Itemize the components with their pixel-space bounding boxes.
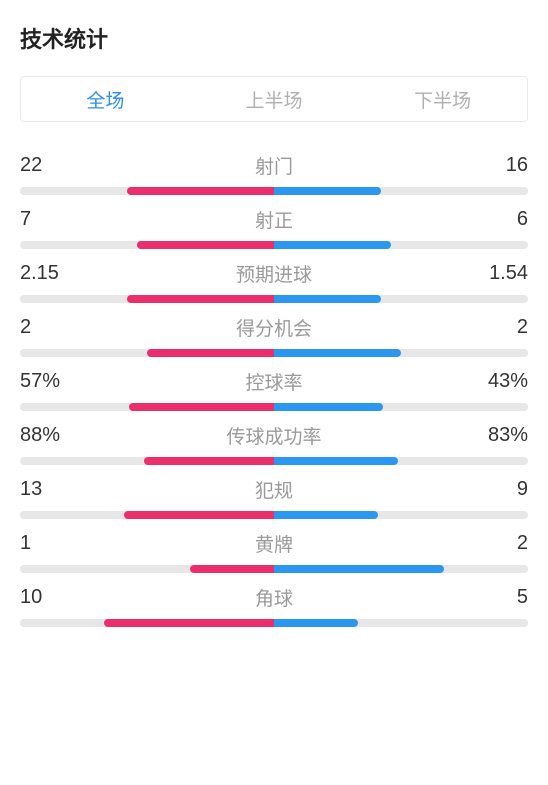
- stat-bar-track: [20, 241, 528, 249]
- stat-bar-track: [20, 187, 528, 195]
- stat-row: 2得分机会2: [20, 314, 528, 357]
- stat-left-value: 88%: [20, 424, 80, 447]
- tab-1[interactable]: 上半场: [190, 77, 359, 121]
- stat-label: 得分机会: [80, 314, 468, 341]
- stat-right-value: 6: [468, 208, 528, 231]
- stat-row: 1黄牌2: [20, 530, 528, 573]
- stat-bar-left: [144, 457, 274, 465]
- section-title: 技术统计: [20, 22, 528, 54]
- stat-label: 射正: [80, 206, 468, 233]
- stat-row: 22射门16: [20, 152, 528, 195]
- stat-bar-right: [274, 565, 444, 573]
- stat-bar-left: [104, 619, 274, 627]
- stat-bar-right: [274, 349, 401, 357]
- stat-bar-track: [20, 349, 528, 357]
- stat-row: 88%传球成功率83%: [20, 422, 528, 465]
- stat-bar-right: [274, 619, 358, 627]
- stat-bar-right: [274, 511, 378, 519]
- stat-left-value: 7: [20, 208, 80, 231]
- stat-bar-right: [274, 403, 383, 411]
- tab-0[interactable]: 全场: [21, 77, 190, 121]
- stat-bar-left: [127, 295, 274, 303]
- stat-bar-track: [20, 511, 528, 519]
- stat-right-value: 2: [468, 532, 528, 555]
- stat-bar-right: [274, 241, 391, 249]
- stat-bar-track: [20, 565, 528, 573]
- stat-bar-left: [137, 241, 274, 249]
- stat-row: 7射正6: [20, 206, 528, 249]
- stat-bar-track: [20, 295, 528, 303]
- stat-label: 射门: [80, 152, 468, 179]
- stat-row: 57%控球率43%: [20, 368, 528, 411]
- stat-label: 犯规: [80, 476, 468, 503]
- stat-head: 2得分机会2: [20, 314, 528, 341]
- stat-right-value: 83%: [468, 424, 528, 447]
- stat-row: 2.15预期进球1.54: [20, 260, 528, 303]
- stat-head: 1黄牌2: [20, 530, 528, 557]
- stat-bar-right: [274, 457, 398, 465]
- stat-bar-left: [127, 187, 274, 195]
- stat-head: 57%控球率43%: [20, 368, 528, 395]
- stat-right-value: 16: [468, 154, 528, 177]
- stat-bar-track: [20, 403, 528, 411]
- stat-left-value: 13: [20, 478, 80, 501]
- stat-head: 13犯规9: [20, 476, 528, 503]
- stats-list: 22射门167射正62.15预期进球1.542得分机会257%控球率43%88%…: [20, 152, 528, 627]
- stat-label: 传球成功率: [80, 422, 468, 449]
- stat-row: 13犯规9: [20, 476, 528, 519]
- stat-right-value: 9: [468, 478, 528, 501]
- stat-left-value: 1: [20, 532, 80, 555]
- stat-right-value: 5: [468, 586, 528, 609]
- stat-left-value: 2.15: [20, 262, 80, 285]
- stat-head: 10角球5: [20, 584, 528, 611]
- stat-head: 2.15预期进球1.54: [20, 260, 528, 287]
- stat-left-value: 2: [20, 316, 80, 339]
- stat-label: 控球率: [80, 368, 468, 395]
- stat-row: 10角球5: [20, 584, 528, 627]
- tab-bar: 全场上半场下半场: [20, 76, 528, 122]
- tab-2[interactable]: 下半场: [358, 77, 527, 121]
- stat-right-value: 1.54: [468, 262, 528, 285]
- stat-left-value: 22: [20, 154, 80, 177]
- stat-right-value: 2: [468, 316, 528, 339]
- stat-bar-right: [274, 187, 381, 195]
- stat-bar-left: [124, 511, 274, 519]
- stat-head: 22射门16: [20, 152, 528, 179]
- stat-bar-right: [274, 295, 381, 303]
- stat-head: 88%传球成功率83%: [20, 422, 528, 449]
- stat-bar-left: [190, 565, 274, 573]
- stat-label: 角球: [80, 584, 468, 611]
- stat-label: 黄牌: [80, 530, 468, 557]
- stat-bar-track: [20, 619, 528, 627]
- stat-right-value: 43%: [468, 370, 528, 393]
- stat-left-value: 57%: [20, 370, 80, 393]
- stat-label: 预期进球: [80, 260, 468, 287]
- stat-head: 7射正6: [20, 206, 528, 233]
- stat-bar-track: [20, 457, 528, 465]
- stat-bar-left: [147, 349, 274, 357]
- stat-bar-left: [129, 403, 274, 411]
- stat-left-value: 10: [20, 586, 80, 609]
